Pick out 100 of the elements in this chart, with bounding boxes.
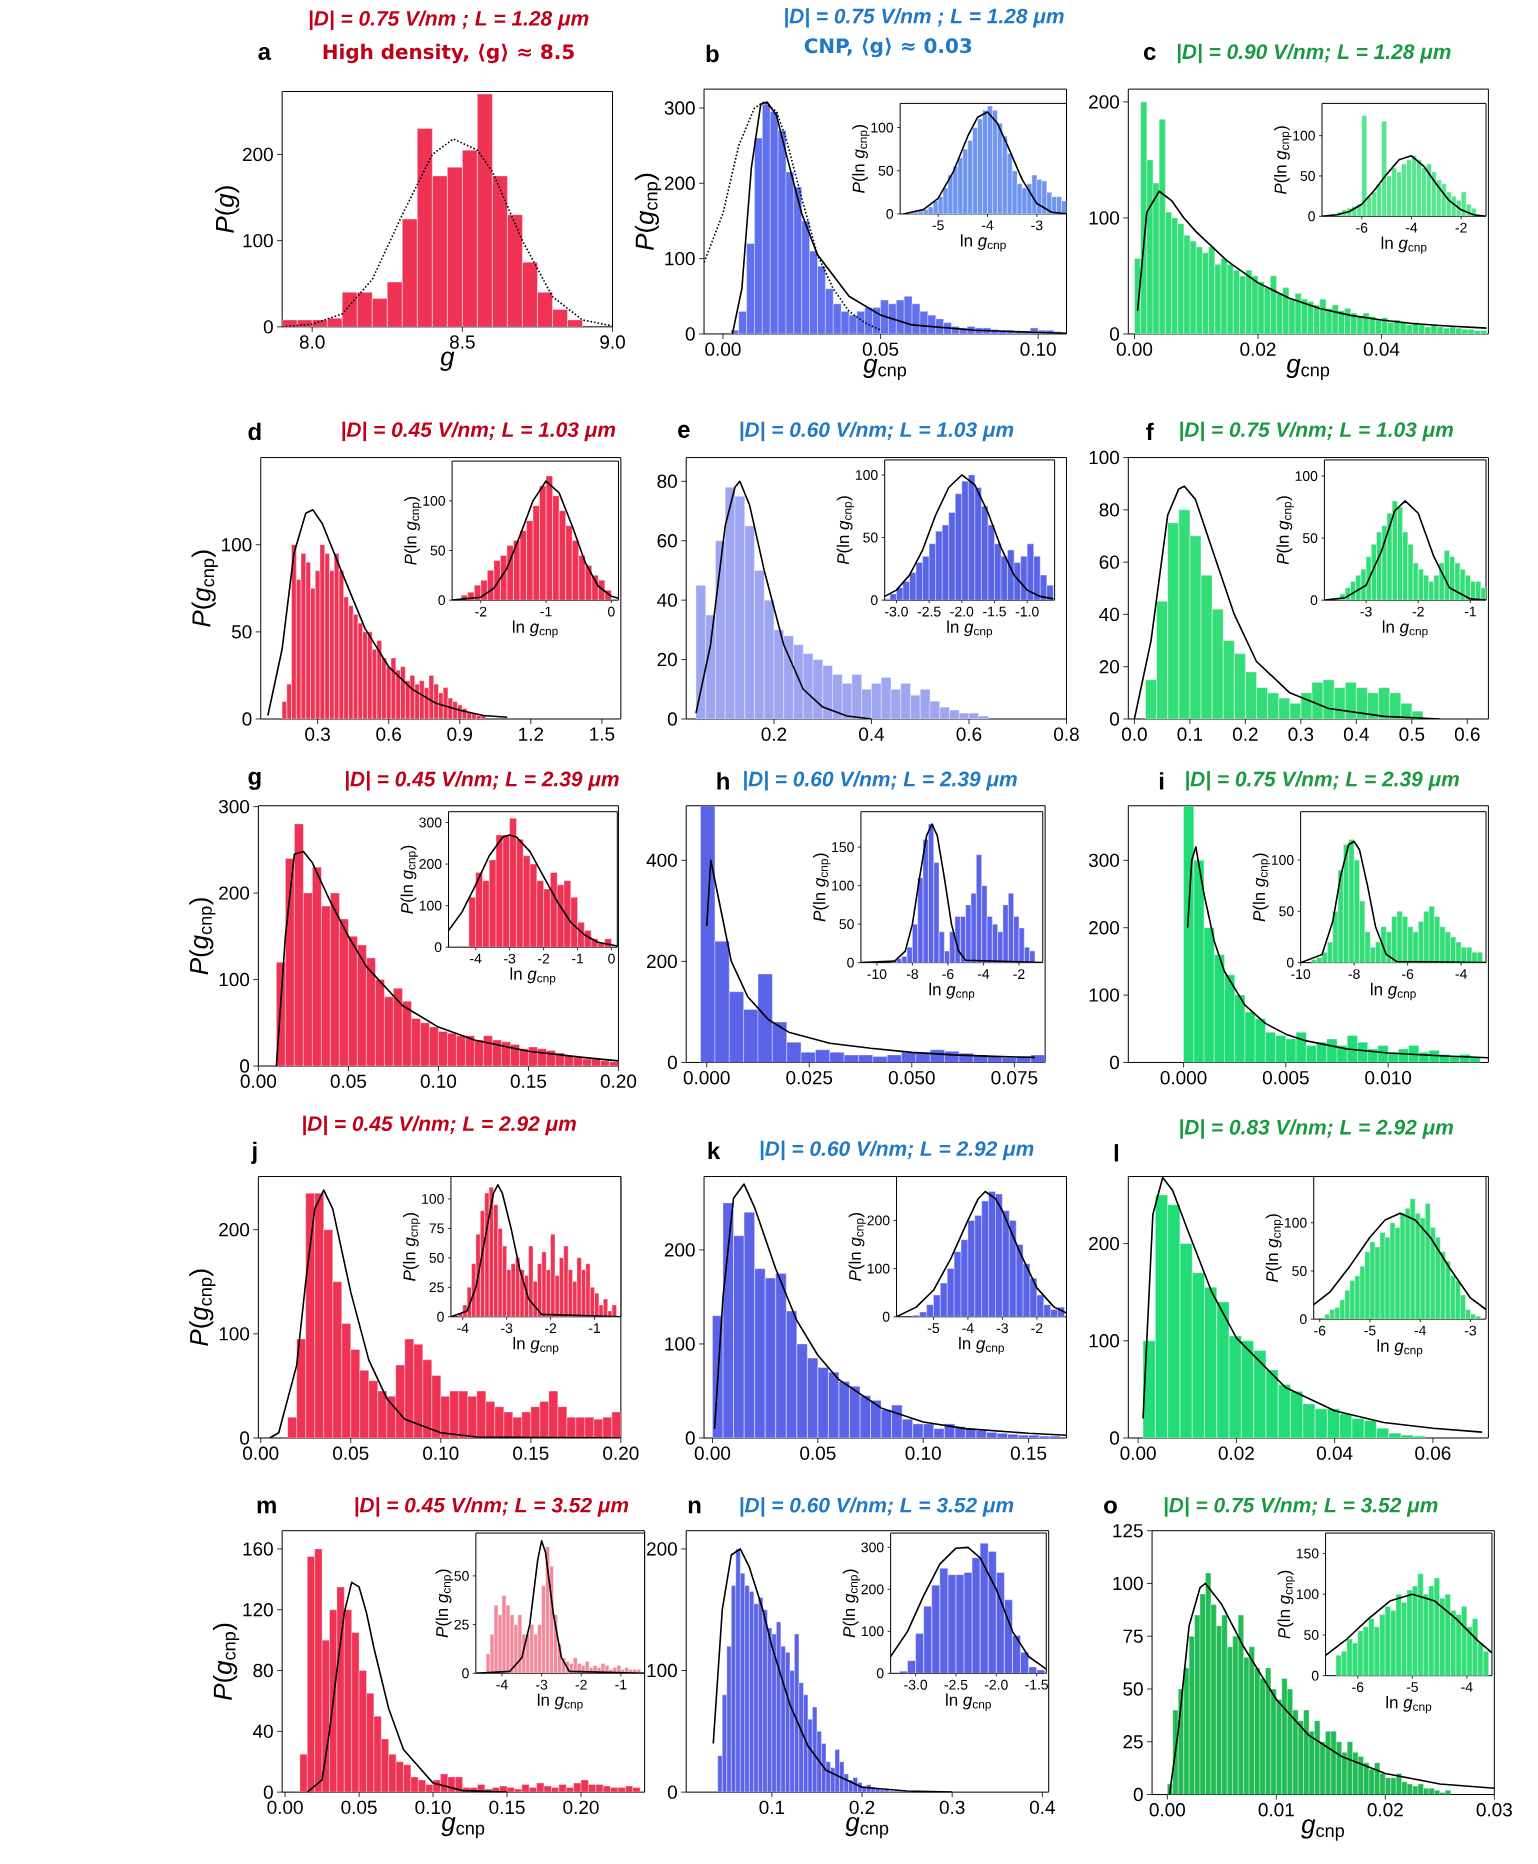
y-tick-label: 100 bbox=[871, 122, 893, 133]
x-tick-label: 0.20 bbox=[603, 1446, 639, 1460]
x-tick-label: -6 bbox=[1314, 1325, 1326, 1336]
y-tick-label: 50 bbox=[839, 919, 854, 930]
x-tick-label: -3 bbox=[500, 1323, 513, 1334]
y-tick-label: 0 bbox=[667, 1055, 677, 1070]
x-tick-label: -2 bbox=[537, 953, 549, 964]
y-axis-title: P(ln g$_{cnp}$) bbox=[402, 1212, 421, 1281]
chart-title: |D| = 0.90 V/nm; L = 1.28 μm bbox=[1177, 43, 1451, 64]
y-tick-label: 400 bbox=[646, 853, 677, 868]
x-axis-title: g bbox=[440, 351, 455, 371]
x-tick-label: 0.00 bbox=[1120, 1446, 1156, 1460]
y-tick-label: 100 bbox=[1089, 211, 1119, 225]
y-tick-label: 100 bbox=[1113, 1576, 1143, 1591]
y-tick-label: 0 bbox=[437, 1311, 444, 1322]
y-tick-label: 0 bbox=[667, 1785, 677, 1799]
x-tick-label: 0.04 bbox=[1363, 342, 1400, 356]
x-tick-label: -2 bbox=[544, 1323, 556, 1334]
x-tick-label: 0.10 bbox=[420, 1074, 456, 1088]
x-tick-label: 8.5 bbox=[449, 335, 475, 349]
x-tick-label: 0.025 bbox=[786, 1070, 833, 1085]
x-tick-label: -3 bbox=[1360, 606, 1372, 617]
x-tick-label: -2.0 bbox=[984, 1679, 1008, 1690]
x-tick-label: -6 bbox=[1356, 222, 1368, 233]
x-tick-label: 0.2 bbox=[1232, 727, 1258, 741]
x-axis-title: ln g$_{cnp}$ bbox=[513, 1337, 559, 1355]
y-tick-label: 300 bbox=[861, 1542, 884, 1553]
x-tick-label: -4 bbox=[469, 953, 482, 964]
y-tick-label: 50 bbox=[1123, 1682, 1143, 1696]
y-tick-label: 100 bbox=[1271, 855, 1294, 865]
x-tick-label: -3 bbox=[535, 1679, 548, 1690]
x-tick-label: -6 bbox=[1401, 969, 1414, 980]
x-tick-label: -1 bbox=[588, 1323, 600, 1333]
x-tick-label: -4 bbox=[1405, 222, 1418, 233]
y-tick-label: 100 bbox=[665, 251, 695, 266]
y-tick-label: 50 bbox=[1300, 171, 1315, 181]
chart-title: |D| = 0.60 V/nm; L = 2.92 μm bbox=[760, 1140, 1034, 1161]
y-tick-label: 200 bbox=[1089, 921, 1119, 935]
y-tick-label: 120 bbox=[243, 1603, 273, 1617]
y-tick-label: 25 bbox=[1123, 1735, 1143, 1749]
y-tick-label: 40 bbox=[656, 593, 677, 607]
y-tick-label: 100 bbox=[1089, 988, 1119, 1002]
y-tick-label: 160 bbox=[243, 1542, 273, 1556]
text: d bbox=[248, 422, 261, 441]
x-tick-label: -4 bbox=[1414, 1325, 1426, 1336]
y-tick-label: 100 bbox=[219, 1327, 249, 1341]
x-tick-label: -5 bbox=[927, 1323, 939, 1334]
chart-title: |D| = 0.60 V/nm; L = 3.52 μm bbox=[740, 1497, 1014, 1517]
x-tick-label: 0.00 bbox=[1116, 342, 1153, 356]
x-tick-label: 0.15 bbox=[1010, 1446, 1047, 1460]
y-tick-label: 0 bbox=[239, 1059, 249, 1073]
chart-title: |D| = 0.45 V/nm; L = 2.39 μm bbox=[345, 771, 619, 791]
text: c bbox=[1143, 46, 1156, 61]
text: n bbox=[688, 1500, 701, 1514]
y-axis-title: P(ln g$_{cnp}$) bbox=[836, 496, 854, 565]
y-tick-label: 0 bbox=[438, 595, 445, 606]
y-axis-title: P(ln g$_{cnp}$) bbox=[842, 1569, 860, 1638]
y-tick-label: 100 bbox=[1296, 1589, 1319, 1600]
x-axis-title: g$_{cnp}$ bbox=[845, 1816, 889, 1839]
x-tick-label: 0.6 bbox=[376, 727, 401, 741]
x-tick-label: 0.1 bbox=[1177, 727, 1202, 741]
y-tick-label: 200 bbox=[219, 1222, 249, 1237]
x-tick-label: 0.00 bbox=[705, 342, 741, 356]
x-axis-title: ln g$_{cnp}$ bbox=[1381, 236, 1427, 254]
y-axis-title: P(ln g$_{cnp}$) bbox=[812, 853, 831, 922]
x-tick-label: -5 bbox=[932, 220, 944, 231]
y-tick-label: 0 bbox=[667, 712, 677, 726]
x-tick-label: -5 bbox=[1364, 1325, 1376, 1336]
text: g bbox=[248, 771, 261, 790]
x-tick-label: 0.5 bbox=[1399, 727, 1425, 741]
x-tick-label: -1.5 bbox=[1025, 1679, 1048, 1690]
x-tick-label: 0.6 bbox=[956, 727, 982, 741]
chart-title: |D| = 0.75 V/nm; L = 3.52 μm bbox=[1164, 1497, 1438, 1517]
y-tick-label: 150 bbox=[832, 842, 854, 853]
x-axis-title: g$_{cnp}$ bbox=[441, 1816, 485, 1839]
x-tick-label: 0.05 bbox=[341, 1800, 377, 1815]
x-tick-label: 1.5 bbox=[590, 727, 615, 741]
x-tick-label: 9.0 bbox=[600, 335, 625, 349]
x-tick-label: 0.10 bbox=[422, 1446, 459, 1460]
y-tick-label: 200 bbox=[219, 886, 249, 900]
y-axis-title: P(ln g$_{cnp}$) bbox=[1276, 496, 1294, 565]
x-tick-label: -2.5 bbox=[944, 1679, 968, 1690]
y-tick-label: 100 bbox=[855, 470, 878, 480]
x-tick-label: -4 bbox=[1455, 969, 1467, 979]
y-tick-label: 40 bbox=[1099, 607, 1119, 622]
chart-title: |D| = 0.45 V/nm; L = 1.03 μm bbox=[342, 421, 615, 442]
x-tick-label: -2 bbox=[575, 1679, 587, 1690]
x-tick-label: 0.3 bbox=[1288, 727, 1314, 741]
chart-title: |D| = 0.75 V/nm; L = 1.03 μm bbox=[1180, 421, 1453, 442]
y-tick-label: 80 bbox=[1099, 503, 1119, 517]
x-tick-label: -2.0 bbox=[950, 606, 974, 617]
y-tick-label: 300 bbox=[664, 101, 695, 115]
x-tick-label: -5 bbox=[1406, 1682, 1418, 1692]
y-axis-title: P(g$_{cnp}$) bbox=[212, 1623, 240, 1700]
y-tick-label: 100 bbox=[647, 1663, 677, 1678]
y-tick-label: 0 bbox=[870, 595, 878, 606]
y-tick-label: 50 bbox=[1303, 1629, 1319, 1640]
x-tick-label: 0.04 bbox=[1316, 1446, 1353, 1460]
chart-title: |D| = 0.60 V/nm; L = 1.03 μm bbox=[740, 421, 1014, 442]
x-tick-label: 0.4 bbox=[1343, 727, 1369, 741]
